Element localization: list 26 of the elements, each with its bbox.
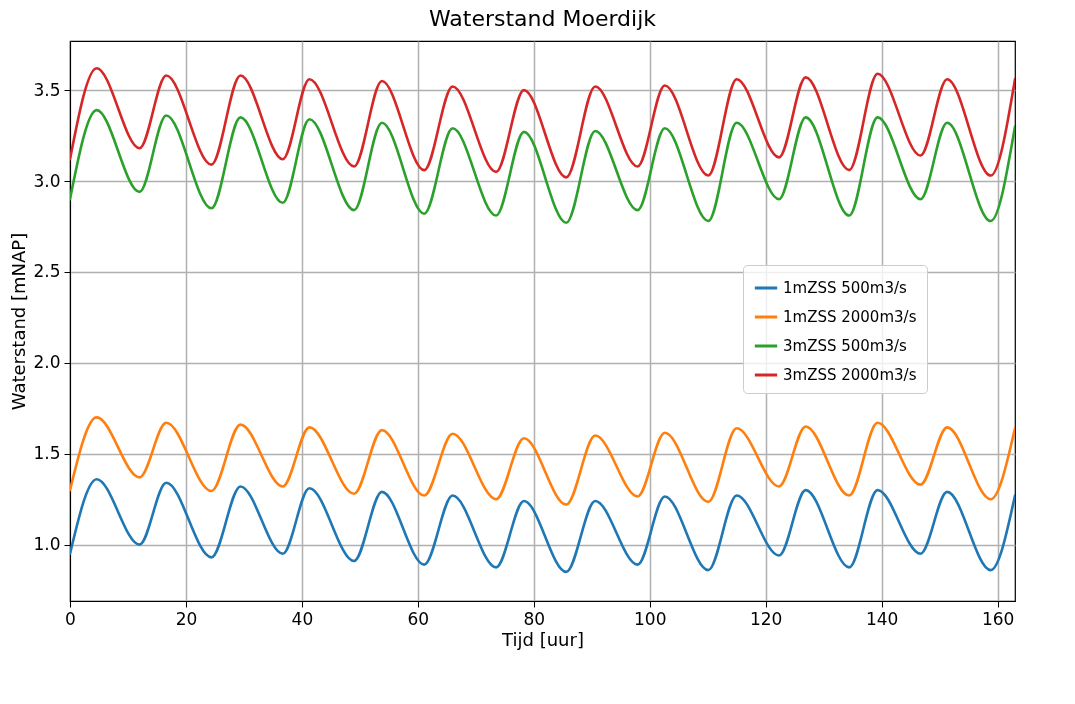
line-series [70, 477, 1015, 574]
y-tick-label: 2.0 [33, 352, 61, 373]
x-tick-label: 80 [523, 608, 546, 629]
x-tick-label: 20 [175, 608, 198, 629]
line-series [70, 416, 1015, 506]
chart-title: Waterstand Moerdijk [428, 6, 657, 31]
y-axis-title: Waterstand [mNAP] [8, 232, 30, 411]
legend-label: 1mZSS 500m3/s [783, 279, 908, 297]
x-tick-label: 100 [634, 608, 667, 629]
line-series [70, 66, 1015, 179]
x-tick-label: 0 [65, 608, 76, 629]
x-tick-label: 140 [865, 608, 899, 629]
y-tick-label: 3.0 [33, 170, 61, 191]
line-series [70, 108, 1015, 225]
y-tick-label: 1.5 [33, 443, 61, 464]
x-tick-label: 160 [981, 608, 1015, 629]
legend-label: 3mZSS 2000m3/s [783, 366, 917, 384]
x-tick-label: 60 [407, 608, 430, 629]
x-axis-title: Tijd [uur] [501, 628, 584, 650]
x-tick-label: 40 [291, 608, 314, 629]
legend-label: 1mZSS 2000m3/s [783, 308, 917, 326]
legend-label: 3mZSS 500m3/s [783, 337, 908, 355]
y-tick-label: 3.5 [33, 79, 61, 100]
y-tick-label: 1.0 [33, 534, 61, 555]
x-tick-label: 120 [749, 608, 783, 629]
y-tick-label: 2.5 [33, 261, 61, 282]
